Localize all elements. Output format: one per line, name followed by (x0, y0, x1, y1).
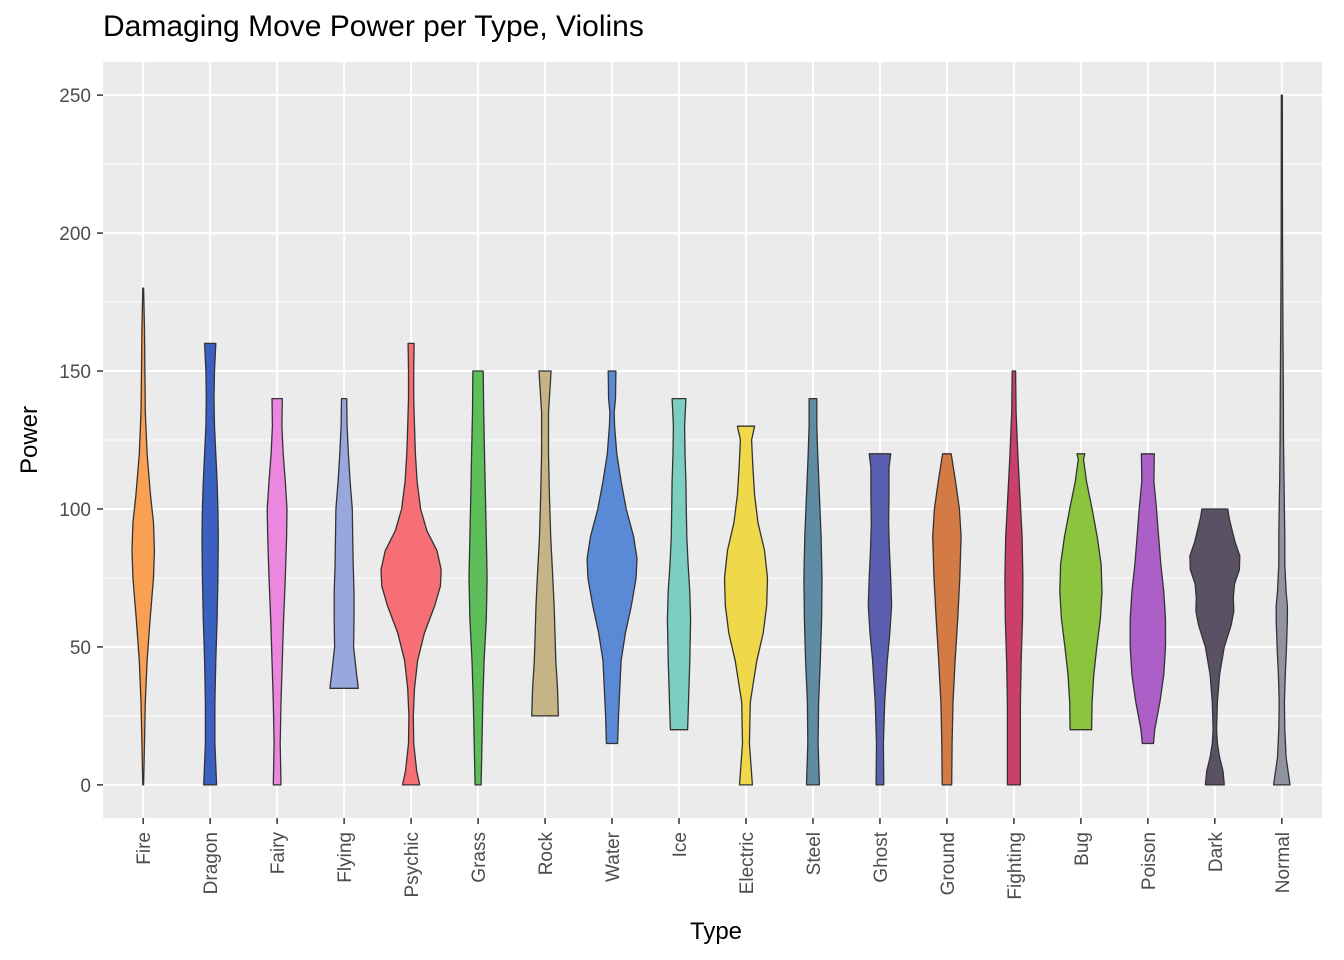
x-tick-label: Flying (335, 832, 356, 883)
violin-rock (531, 370, 560, 717)
violin-ghost (867, 453, 893, 786)
violin-normal (1272, 94, 1291, 786)
violin-fire (131, 287, 156, 786)
x-tick-label: Fire (134, 832, 155, 865)
y-tick-label: 50 (70, 638, 91, 659)
x-tick-label: Ghost (871, 831, 892, 882)
violin-ground (932, 453, 962, 786)
violin-flying (329, 397, 359, 689)
x-axis: Fire Dragon Fairy Flying Psychic Grass Rock Wat… (134, 818, 1294, 900)
violin-ice (666, 397, 692, 731)
violin-dragon (201, 342, 219, 786)
x-tick-label: Grass (469, 832, 490, 883)
x-tick-label: Fairy (268, 832, 289, 875)
x-tick-label: Ice (670, 832, 691, 857)
x-tick-label: Dark (1206, 832, 1227, 873)
chart-title: Damaging Move Power per Type, Violins (103, 10, 644, 43)
violin-poison (1129, 453, 1167, 745)
violin-electric (723, 425, 769, 786)
x-tick-label: Psychic (402, 832, 423, 897)
x-tick-label: Fighting (1005, 832, 1026, 900)
x-tick-label: Water (603, 831, 624, 882)
violin-fairy (266, 397, 288, 786)
grid-minor (103, 163, 1322, 717)
violin-fighting (1004, 370, 1024, 786)
x-tick-label: Steel (804, 832, 825, 875)
y-tick-label: 200 (59, 224, 91, 245)
violin-psychic (380, 342, 442, 786)
x-tick-label: Dragon (201, 832, 222, 894)
x-tick-label: Bug (1072, 832, 1093, 866)
y-axis-title: Power (16, 406, 43, 474)
violin-grass (468, 370, 488, 786)
x-tick-label: Poison (1139, 832, 1160, 890)
violin-steel (803, 397, 823, 786)
y-tick-label: 150 (59, 362, 91, 383)
violin-dark (1189, 508, 1241, 786)
y-axis: 0 50 100 150 200 250 (59, 86, 103, 797)
violin-bug (1059, 453, 1103, 731)
x-tick-label: Electric (737, 832, 758, 894)
y-tick-label: 100 (59, 500, 91, 521)
violin-water (586, 370, 638, 745)
x-axis-title: Type (690, 918, 742, 945)
y-tick-label: 250 (59, 86, 91, 107)
x-tick-label: Rock (536, 832, 557, 876)
x-tick-label: Normal (1273, 832, 1294, 893)
x-tick-label: Ground (938, 832, 959, 895)
y-tick-label: 0 (80, 776, 91, 797)
violins-group (131, 94, 1291, 786)
